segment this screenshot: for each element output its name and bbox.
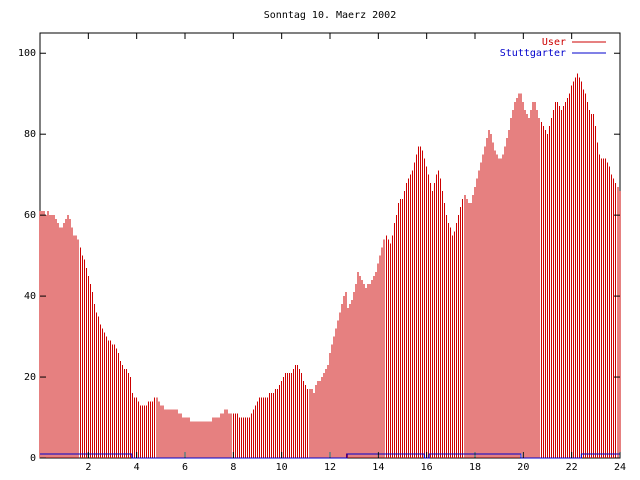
y-tick-label: 20: [24, 372, 36, 383]
y-tick-label: 100: [18, 48, 36, 59]
x-tick-label: 6: [182, 462, 188, 473]
x-tick-label: 8: [230, 462, 236, 473]
x-tick-label: 20: [517, 462, 529, 473]
legend: User Stuttgarter: [500, 37, 606, 59]
x-tick-label: 14: [372, 462, 384, 473]
x-tick-label: 10: [276, 462, 288, 473]
x-tick-label: 2: [85, 462, 91, 473]
legend-stuttgarter-label: Stuttgarter: [500, 48, 566, 59]
x-tick-label: 12: [324, 462, 336, 473]
y-tick-label: 80: [24, 129, 36, 140]
y-tick-label: 60: [24, 210, 36, 221]
y-tick-label: 40: [24, 291, 36, 302]
legend-user-label: User: [542, 37, 566, 48]
x-tick-label: 22: [566, 462, 578, 473]
y-tick-label: 0: [30, 453, 36, 464]
user-bars: [39, 73, 621, 458]
chart-title: Sonntag 10. Maerz 2002: [264, 10, 396, 21]
x-tick-label: 4: [134, 462, 140, 473]
x-tick-label: 18: [469, 462, 481, 473]
x-tick-label: 16: [421, 462, 433, 473]
x-tick-label: 24: [614, 462, 626, 473]
